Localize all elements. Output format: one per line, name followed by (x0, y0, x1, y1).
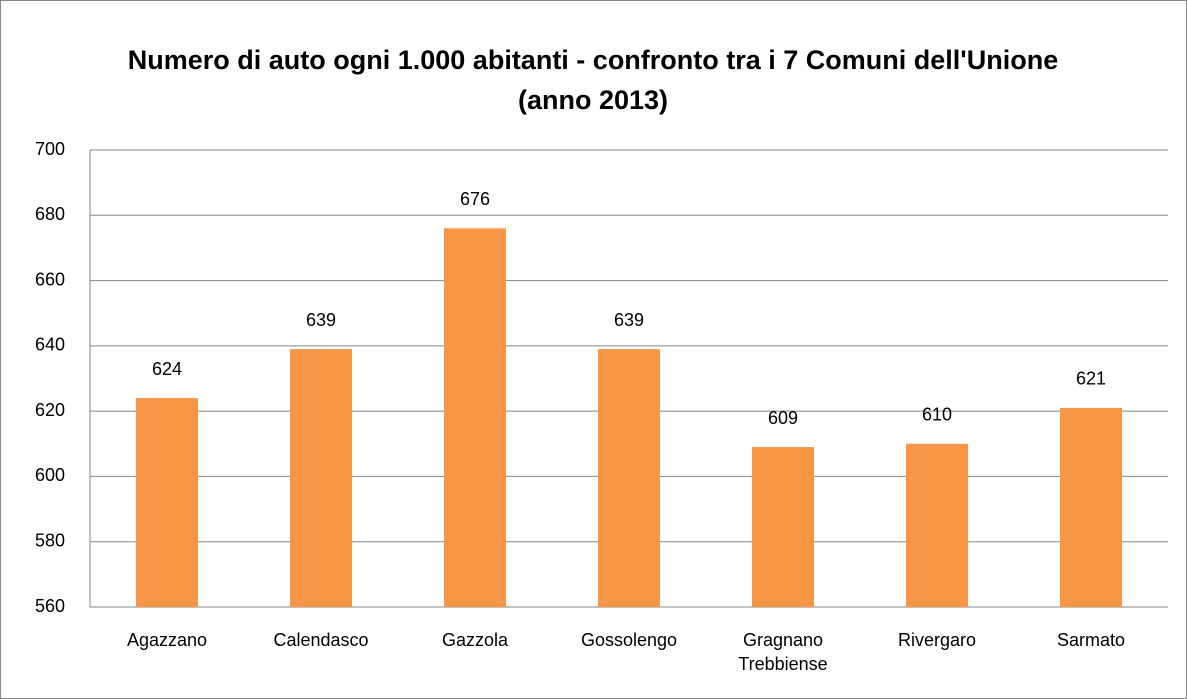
data-label: 639 (614, 310, 644, 330)
x-tick-label: Gragnano Trebbiense (738, 630, 828, 674)
data-label: 609 (768, 408, 798, 428)
data-label: 639 (306, 310, 336, 330)
x-tick-label: Agazzano (126, 630, 208, 650)
bar (444, 228, 506, 608)
y-tick-label: 640 (35, 335, 65, 355)
x-tick-label: Calendasco (273, 630, 369, 650)
y-tick-label: 660 (35, 269, 65, 289)
bar (136, 398, 198, 607)
data-label: 610 (922, 405, 952, 425)
bar (752, 447, 814, 607)
x-tick-label: Gossolengo (580, 630, 678, 650)
bar (1060, 407, 1122, 607)
data-label: 676 (460, 189, 490, 209)
y-tick-label: 700 (35, 139, 65, 159)
data-label: 624 (152, 359, 182, 379)
chart-title: Numero di auto ogni 1.000 abitanti - con… (127, 45, 1059, 115)
y-tick-label: 560 (35, 596, 65, 616)
x-tick-label: Sarmato (1056, 630, 1126, 650)
y-tick-label: 580 (35, 530, 65, 550)
bar (598, 349, 660, 607)
x-tick-label: Rivergaro (897, 630, 977, 650)
y-tick-label: 680 (35, 204, 65, 224)
data-label: 621 (1076, 369, 1106, 389)
y-tick-label: 600 (35, 465, 65, 485)
bar (290, 349, 352, 607)
x-tick-label: Gazzola (441, 630, 509, 650)
y-tick-label: 620 (35, 400, 65, 420)
bar (906, 443, 968, 607)
